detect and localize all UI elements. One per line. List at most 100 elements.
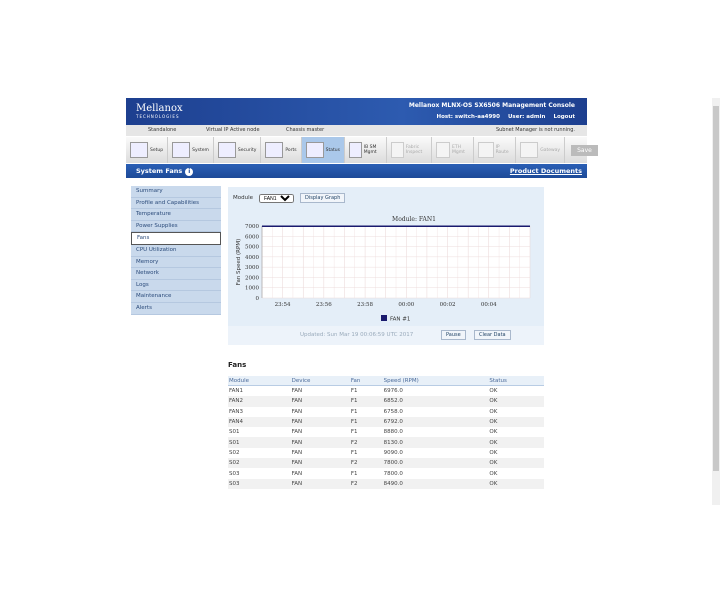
- table-cell: S02: [228, 458, 291, 469]
- toolbar-setup[interactable]: Setup: [126, 137, 169, 163]
- toolbar-fabric-inspect[interactable]: Fabric Inspect: [387, 137, 433, 163]
- setup-icon: [130, 142, 148, 158]
- table-cell: F2: [349, 478, 383, 489]
- column-header: Status: [488, 376, 544, 386]
- table-cell: 6792.0: [382, 416, 489, 428]
- table-cell: FAN: [290, 478, 350, 489]
- x-tick-label: 23:56: [316, 302, 332, 308]
- toolbar-system[interactable]: System: [168, 137, 214, 163]
- sidebar-item-power-supplies[interactable]: Power Supplies: [131, 220, 221, 233]
- ib-sm-mgmt-icon: [348, 142, 362, 158]
- table-cell: FAN3: [229, 408, 244, 415]
- column-header: Speed (RPM): [382, 376, 489, 386]
- toolbar-label: Status: [325, 147, 340, 153]
- toolbar-ip-route[interactable]: IP Route: [474, 137, 517, 163]
- fans-section-title: Fans: [228, 361, 247, 369]
- table-cell: 6852.0: [382, 396, 489, 407]
- table-cell: OK: [488, 437, 544, 448]
- toolbar-status[interactable]: Status: [301, 137, 345, 163]
- table-cell: OK: [489, 470, 498, 477]
- table-cell: OK: [489, 388, 498, 395]
- sidebar-item-fans[interactable]: Fans: [131, 232, 221, 245]
- toolbar-ib-sm-mgmt[interactable]: IB SM Mgmt: [345, 137, 387, 163]
- subnet-manager-status: Subnet Manager is not running.: [495, 127, 575, 133]
- display-graph-button[interactable]: Display Graph: [300, 193, 346, 203]
- table-cell: OK: [489, 429, 498, 436]
- sidebar-item-alerts[interactable]: Alerts: [131, 302, 221, 315]
- table-cell: OK: [489, 408, 498, 415]
- ip-route-icon: [478, 142, 494, 158]
- eth-mgmt-icon: [436, 142, 451, 158]
- table-cell: FAN: [290, 416, 350, 428]
- table-cell: 8880.0: [383, 429, 403, 436]
- toolbar-ports[interactable]: Ports: [261, 137, 302, 163]
- table-cell: 9090.0: [383, 449, 403, 456]
- sidebar: Summary Profile and Capabilities Temperatu…: [131, 186, 221, 315]
- table-cell: S01: [228, 437, 291, 448]
- y-tick-label: 2000: [245, 275, 259, 281]
- sidebar-item-network[interactable]: Network: [131, 268, 221, 280]
- save-button[interactable]: Save: [571, 144, 598, 156]
- updated-timestamp: Updated: Sun Mar 19 00:06:59 UTC 2017: [300, 332, 414, 338]
- table-cell: OK: [488, 416, 544, 428]
- table-cell: 6976.0: [383, 388, 403, 395]
- clear-data-button[interactable]: Clear Data: [474, 330, 511, 340]
- logout-link[interactable]: Logout: [553, 114, 575, 120]
- table-cell: FAN: [290, 458, 350, 469]
- scrollbar-thumb[interactable]: [713, 106, 719, 471]
- graph-footer: Updated: Sun Mar 19 00:06:59 UTC 2017 Pa…: [228, 326, 544, 345]
- product-documents-link[interactable]: Product Documents: [509, 167, 582, 175]
- table-cell: 6758.0: [383, 408, 403, 415]
- table-cell: OK: [489, 449, 498, 456]
- module-label: Module: [233, 195, 253, 201]
- table-cell: FAN: [290, 396, 350, 407]
- x-tick-label: 00:00: [398, 302, 414, 308]
- y-tick-label: 6000: [245, 234, 259, 240]
- table-cell: F2: [349, 437, 383, 448]
- table-cell: F1: [349, 396, 383, 407]
- table-cell: FAN1: [229, 388, 244, 395]
- sidebar-item-cpu-utilization[interactable]: CPU Utilization: [131, 244, 221, 257]
- toolbar-gateway[interactable]: Gateway: [516, 137, 566, 163]
- toolbar-label: System: [192, 147, 209, 153]
- table-row: FAN2 FAN F1 6852.0 OK: [228, 396, 544, 407]
- status-bar: Standalone Virtual IP Active node Chassi…: [126, 125, 587, 136]
- y-tick-label: 5000: [245, 245, 259, 251]
- pause-button[interactable]: Pause: [441, 330, 466, 340]
- sidebar-item-profile-and-capabilities[interactable]: Profile and Capabilities: [131, 197, 221, 210]
- sidebar-item-maintenance[interactable]: Maintenance: [131, 291, 221, 303]
- info-icon[interactable]: i: [185, 168, 194, 176]
- chassis-status: Chassis master: [286, 127, 325, 133]
- chart-title: Module: FAN1: [392, 216, 436, 223]
- page-title: System Fans: [136, 167, 183, 175]
- module-select[interactable]: FAN1: [259, 193, 294, 203]
- x-tick-label: 23:58: [357, 302, 373, 308]
- table-cell: F1: [350, 429, 358, 436]
- toolbar-label: Gateway: [540, 147, 561, 153]
- page-title-bar: System Fans i Product Documents: [126, 164, 587, 178]
- sidebar-item-memory[interactable]: Memory: [131, 256, 221, 269]
- status-icon: [305, 142, 324, 158]
- fans-table: Module Device Fan Speed (RPM) Status FAN1 FAN F…: [228, 376, 544, 489]
- sidebar-item-summary[interactable]: Summary: [131, 186, 221, 198]
- fabric-inspect-icon: [390, 142, 404, 158]
- toolbar-label: Ports: [285, 147, 297, 153]
- toolbar-label: Setup: [150, 147, 164, 153]
- table-cell: S03: [229, 470, 240, 477]
- table-cell: S03: [228, 478, 291, 489]
- toolbar-eth-mgmt[interactable]: ETH Mgmt: [432, 137, 475, 163]
- table-cell: OK: [488, 396, 544, 407]
- table-cell: FAN2: [228, 396, 291, 407]
- table-cell: FAN: [291, 408, 303, 415]
- toolbar-security[interactable]: Security: [214, 137, 262, 163]
- sidebar-item-logs[interactable]: Logs: [131, 279, 221, 292]
- table-cell: F1: [350, 470, 358, 477]
- table-cell: FAN: [290, 437, 350, 448]
- gateway-icon: [520, 142, 539, 158]
- host-label: Host: switch-aa4990: [436, 114, 500, 120]
- sidebar-item-temperature[interactable]: Temperature: [131, 209, 221, 221]
- legend-label: FAN #1: [390, 317, 410, 323]
- table-cell: F2: [349, 458, 383, 469]
- table-cell: OK: [488, 458, 544, 469]
- table-row: S01 FAN F1 8880.0 OK: [228, 427, 544, 437]
